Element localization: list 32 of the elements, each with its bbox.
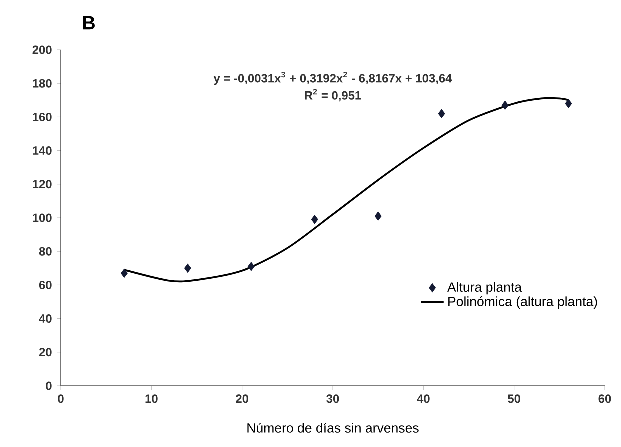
annotation: y = -0,0031x$^{3}$ + 0,3192x$^{2}$ - 6,8167x + 103,64 [214, 72, 452, 86]
y-tick-label: 180 [33, 79, 52, 88]
x-tick-label: 40 [417, 394, 430, 404]
point [374, 212, 382, 221]
x-tick-label: 30 [326, 394, 340, 404]
x-axis-title: Número de días sin arvenses [248, 422, 419, 433]
y-tick-label: 200 [32, 46, 52, 54]
point [121, 268, 128, 278]
y-tick-label: 40 [39, 314, 52, 324]
point [438, 109, 446, 118]
x-tick-label: 60 [598, 394, 612, 404]
y-tick-label: 120 [33, 180, 52, 189]
point [184, 264, 192, 273]
x-tick-label: 50 [508, 394, 520, 404]
point [248, 262, 255, 272]
y-tick-label: 160 [33, 112, 52, 122]
annotation: R$^{2}$ = 0,951 [305, 89, 362, 102]
y-tick-label: 100 [33, 214, 52, 222]
point [502, 100, 509, 110]
point [311, 215, 318, 224]
y-tick-label: 20 [39, 348, 52, 357]
y-tick-label: 80 [39, 247, 52, 256]
y-tick-label: 0 [46, 382, 52, 390]
x-tick-label: 10 [146, 394, 158, 404]
x-tick-label: 20 [236, 394, 248, 404]
x-tick-label: 0 [58, 394, 64, 404]
point [565, 99, 572, 108]
legend-label: Polinómica (altura planta) [448, 296, 598, 310]
y-tick-label: 60 [39, 280, 52, 290]
y-tick-label: 140 [33, 146, 52, 156]
legend-label: Altura planta [447, 282, 522, 295]
chart-title: B [83, 16, 95, 30]
